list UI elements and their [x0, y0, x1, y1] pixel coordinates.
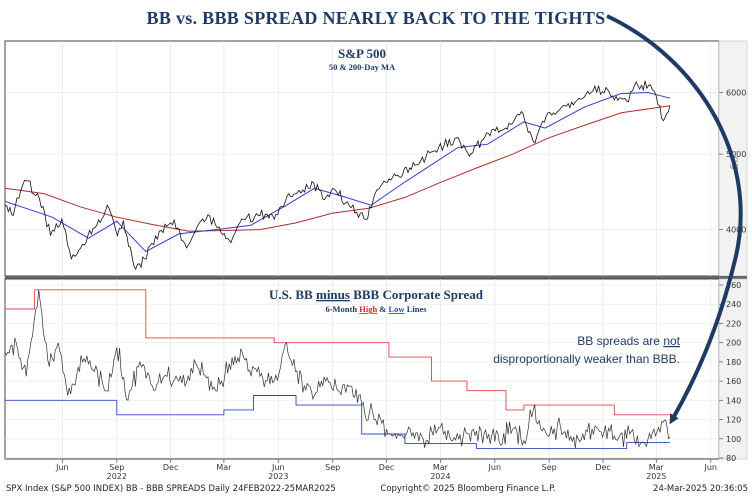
bottom-sub-low: Low: [389, 304, 406, 314]
bottom-y-tick-label: 140: [726, 396, 741, 405]
bottom-y-tick-label: 120: [726, 416, 741, 425]
bottom-axis-strip: [718, 278, 748, 460]
bottom-panel-subtitle: 6-Month High & Low Lines: [325, 304, 427, 314]
sp500-series-group: [4, 80, 671, 271]
footer-bar: [0, 480, 752, 497]
bottom-y-tick-label: 220: [726, 319, 741, 328]
x-tick-label: Mar: [216, 463, 232, 472]
x-tick-label: Dec: [379, 463, 394, 472]
top-y-tick-label: 6000: [726, 89, 746, 98]
footer-right: 24-Mar-2025 20:36:05: [653, 484, 748, 494]
bottom-sub-pre: 6-Month: [325, 304, 359, 314]
sp500-price-line: [4, 80, 671, 271]
bottom-sub-post: Lines: [405, 304, 428, 314]
footer-left: SPX Index (S&P 500 INDEX) BB - BBB SPREA…: [6, 484, 336, 494]
sp500-y-axis: 6000 5000 4000: [719, 89, 746, 235]
bottom-y-tick-label: 100: [726, 435, 741, 444]
spread-series-group: [4, 289, 671, 449]
annotation-line-1: BB spreads are not: [577, 334, 680, 348]
x-tick-label: Sep: [109, 463, 124, 472]
top-grid: [5, 41, 719, 276]
x-tick-label: Jun: [55, 463, 69, 472]
panel-divider: [5, 276, 747, 279]
x-tick-label: Dec: [595, 463, 610, 472]
x-year-label: 2022: [107, 472, 127, 481]
x-year-label: 2024: [430, 472, 450, 481]
annotation-line-2: disproportionally weaker than BBB.: [493, 352, 680, 366]
bottom-y-tick-label: 160: [726, 377, 741, 386]
callout-arrow: [606, 14, 743, 425]
bottom-title-pre: U.S. BB: [269, 287, 316, 302]
bottom-title-emphasis: minus: [316, 287, 350, 302]
top-panel-subtitle: 50 & 200-Day MA: [329, 62, 396, 72]
x-tick-label: Jun: [271, 463, 285, 472]
x-year-label: 2023: [268, 472, 288, 481]
top-y-tick-label: 4000: [726, 226, 746, 235]
x-tick-label: Jun: [488, 463, 502, 472]
bottom-sub-high: High: [359, 304, 377, 314]
bb-bbb-spread-line: [4, 289, 671, 449]
top-y-tick-label: 5000: [726, 150, 746, 159]
bottom-y-tick-label: 240: [726, 300, 741, 309]
spread-y-axis: 260 240 220 200 180 160 140 120 100 80: [719, 281, 741, 463]
top-panel-frame: [4, 40, 720, 277]
top-panel-title: S&P 500: [338, 46, 386, 61]
headline-banner: BB vs. BBB SPREAD NEARLY BACK TO THE TIG…: [0, 0, 752, 36]
bottom-y-tick-label: 200: [726, 339, 741, 348]
six-month-high-line: [5, 289, 670, 416]
x-tick-label: Sep: [325, 463, 340, 472]
bottom-sub-mid: &: [377, 304, 388, 314]
headline-text: BB vs. BBB SPREAD NEARLY BACK TO THE TIG…: [146, 7, 606, 28]
x-tick-label: Sep: [542, 463, 557, 472]
x-tick-label: Jun: [703, 463, 717, 472]
bottom-title-post: BBB Corporate Spread: [350, 287, 484, 302]
ma200-line: [4, 105, 670, 232]
annotation-line-1-emphasis: not: [663, 334, 680, 348]
x-year-label: 2025: [646, 472, 666, 481]
bottom-y-tick-label: 180: [726, 358, 741, 367]
x-tick-label: Mar: [649, 463, 665, 472]
bottom-y-tick-label: 260: [726, 281, 741, 290]
footer-center: Copyright© 2025 Bloomberg Finance L.P.: [380, 484, 555, 494]
x-axis: Jun Sep Dec Mar Jun Sep Dec Mar Jun Sep Dec Mar Jun2…: [5, 458, 719, 481]
bottom-y-tick-label: 80: [726, 454, 736, 463]
bottom-panel-title: U.S. BB minus BBB Corporate Spread: [269, 287, 484, 302]
annotation-line-1-pre: BB spreads are: [577, 334, 663, 348]
x-tick-label: Dec: [163, 463, 178, 472]
x-tick-label: Mar: [433, 463, 449, 472]
